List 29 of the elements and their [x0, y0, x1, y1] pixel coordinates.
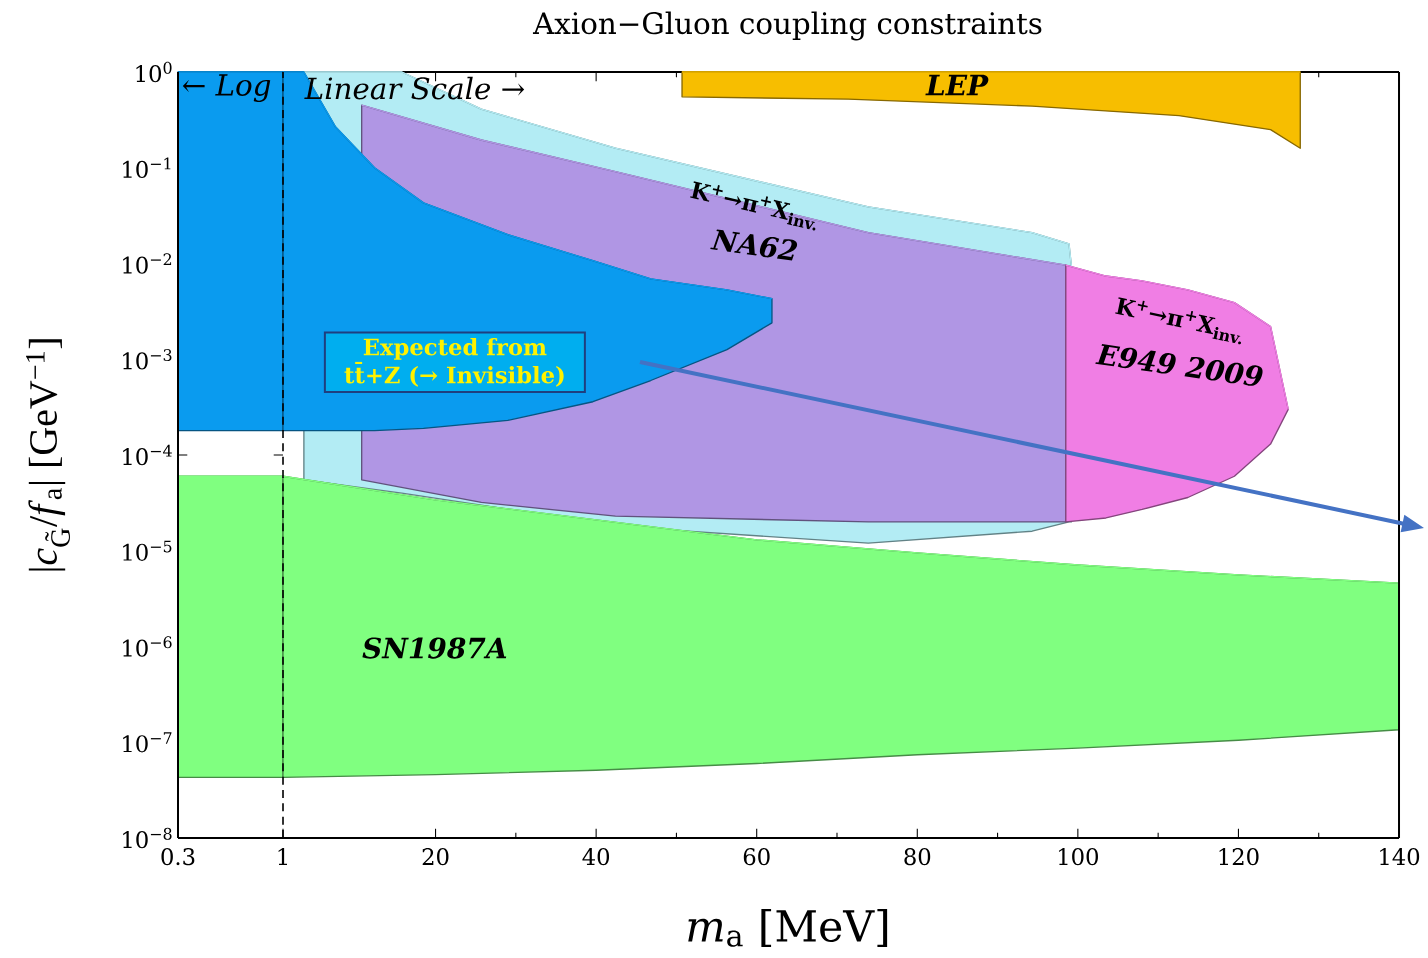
annotation: LEP: [925, 74, 989, 96]
x-tick-label: 1: [278, 848, 287, 865]
x-tick-label: 20: [422, 848, 449, 866]
chart-title: Axion−Gluon coupling constraints: [532, 11, 1042, 41]
annotation: NA62: [710, 229, 798, 261]
x-tick-label: 140: [1380, 848, 1420, 866]
x-tick-label: 60: [743, 848, 770, 866]
x-tick-label: 100: [1058, 848, 1098, 866]
y-tick-label: 10$^{−4}$: [123, 444, 172, 466]
y-tick-label: 10$^{−7}$: [123, 732, 172, 753]
y-tick-label: 10$^{−8}$: [123, 827, 172, 849]
x-tick-label: 0.3: [161, 848, 195, 866]
text: |c$_{G̃}$/f$_{a}$| [GeV$^{−1}$]: [26, 339, 70, 571]
x-tick-label: 40: [582, 848, 610, 866]
annotation: ← Log: [182, 74, 271, 103]
annotation: tt̄+Z (→ Invisible): [344, 361, 564, 387]
y-tick-label: 10$^{−3}$: [123, 349, 172, 370]
annotation: Expected from: [363, 337, 547, 360]
y-tick-label: 10$^{−5}$: [123, 540, 172, 561]
annotation: E949 2009: [1095, 344, 1263, 386]
y-tick-label: 10$^{0}$: [136, 61, 172, 83]
annotation: SN1987A: [362, 637, 507, 659]
x-tick-label: 120: [1219, 848, 1259, 866]
x-tick-label: 80: [904, 848, 931, 866]
annotation: K$^{+}$→π$^{+}$X$_{inv.}$: [1115, 297, 1242, 345]
y-tick-label: 10$^{−1}$: [123, 157, 171, 178]
x-axis-title: m$_{a}$ [MeV]: [688, 908, 888, 948]
y-tick-label: 10$^{−2}$: [123, 253, 172, 274]
y-tick-label: 10$^{−6}$: [123, 636, 172, 657]
